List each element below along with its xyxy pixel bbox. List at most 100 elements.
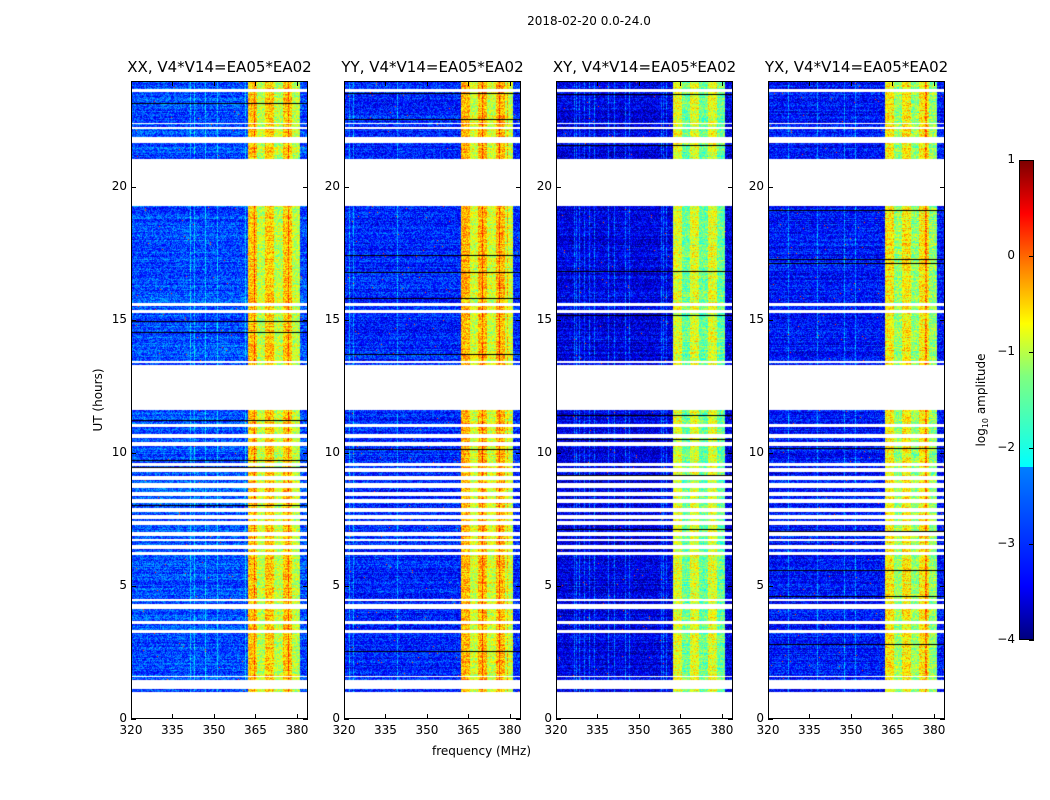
heatmap-panel: [344, 81, 521, 720]
y-tick: [516, 719, 521, 720]
x-tick: [509, 81, 511, 86]
x-tick: [344, 714, 345, 719]
y-tick: [344, 719, 349, 720]
y-tick: [303, 320, 308, 322]
colorbar-tick-label: 1: [1007, 152, 1015, 166]
y-tick-label: 5: [544, 578, 552, 593]
heatmap-image: [768, 81, 945, 719]
y-tick: [556, 719, 561, 720]
x-tick: [296, 81, 298, 86]
x-tick-label: 365: [244, 723, 267, 737]
colorbar-tick-label: −1: [997, 344, 1015, 358]
y-tick-label: 20: [536, 179, 552, 194]
y-tick: [940, 187, 945, 189]
y-tick: [556, 586, 561, 588]
x-tick: [721, 81, 723, 86]
x-tick-label: 335: [586, 723, 609, 737]
axes-frame: [131, 81, 308, 719]
x-tick: [385, 81, 387, 86]
colorbar-tick: [1029, 448, 1034, 449]
heatmap-image: [556, 81, 733, 719]
x-tick: [468, 81, 470, 86]
x-tick-label: 365: [881, 723, 904, 737]
x-tick: [556, 81, 557, 86]
y-tick: [728, 719, 733, 720]
y-tick: [516, 187, 521, 189]
heatmap-panel: [131, 81, 308, 720]
y-tick: [303, 453, 308, 455]
x-tick: [680, 81, 682, 86]
y-axis-label: UT (hours): [91, 368, 105, 432]
y-tick: [940, 453, 945, 455]
x-tick: [426, 81, 428, 86]
y-tick-label: 0: [119, 711, 127, 725]
x-tick-label: 350: [202, 723, 226, 737]
y-tick: [728, 453, 733, 455]
y-tick: [768, 719, 773, 720]
y-tick-label: 10: [748, 445, 764, 460]
axes-frame: [344, 81, 521, 719]
x-tick-label: 335: [161, 723, 184, 737]
colorbar: [1019, 160, 1034, 640]
x-tick: [892, 81, 894, 86]
panel-title: XX, V4*V14=EA05*EA02: [127, 58, 312, 76]
x-tick: [597, 714, 599, 719]
y-tick: [516, 586, 521, 588]
colorbar-tick-label: −3: [997, 536, 1015, 550]
x-tick: [296, 714, 298, 719]
x-tick: [933, 81, 935, 86]
y-tick-label: 15: [324, 312, 340, 327]
x-tick: [809, 81, 811, 86]
x-tick: [344, 81, 345, 86]
x-tick: [638, 714, 640, 719]
x-tick: [768, 81, 769, 86]
y-tick: [303, 586, 308, 588]
y-tick: [344, 187, 349, 189]
y-tick: [131, 719, 136, 720]
y-tick-label: 10: [111, 445, 127, 460]
colorbar-tick-label: −2: [997, 440, 1015, 454]
y-tick-label: 5: [332, 578, 340, 593]
axes-frame: [768, 81, 945, 719]
colorbar-tick: [1029, 544, 1034, 545]
x-tick: [597, 81, 599, 86]
y-tick: [940, 719, 945, 720]
y-tick: [728, 320, 733, 322]
y-tick: [768, 320, 773, 322]
x-tick-label: 320: [119, 723, 143, 737]
y-tick-label: 0: [332, 711, 340, 725]
x-tick: [892, 714, 894, 719]
x-tick: [131, 81, 132, 86]
x-tick-label: 320: [332, 723, 356, 737]
colorbar-tick: [1029, 640, 1034, 641]
x-tick-label: 350: [839, 723, 863, 737]
y-tick-label: 5: [119, 578, 127, 593]
x-tick: [255, 81, 257, 86]
x-tick: [850, 81, 852, 86]
y-tick-label: 20: [111, 179, 127, 194]
y-tick: [556, 187, 561, 189]
colorbar-tick-label: −4: [997, 632, 1015, 646]
x-tick: [509, 714, 511, 719]
y-tick-label: 15: [111, 312, 127, 327]
colorbar-label: log10 amplitude: [973, 353, 991, 447]
y-tick: [344, 320, 349, 322]
x-tick: [850, 714, 852, 719]
x-tick-label: 350: [415, 723, 439, 737]
y-tick: [556, 453, 561, 455]
x-tick-label: 320: [544, 723, 568, 737]
y-tick: [940, 586, 945, 588]
y-tick: [768, 586, 773, 588]
y-tick: [516, 453, 521, 455]
y-tick: [728, 586, 733, 588]
x-tick: [768, 714, 769, 719]
panel-title: XY, V4*V14=EA05*EA02: [552, 58, 737, 76]
y-tick: [303, 187, 308, 189]
x-tick: [255, 714, 257, 719]
x-tick: [933, 714, 935, 719]
x-tick: [809, 714, 811, 719]
x-tick: [213, 81, 215, 86]
x-tick: [172, 714, 174, 719]
y-tick-label: 20: [748, 179, 764, 194]
